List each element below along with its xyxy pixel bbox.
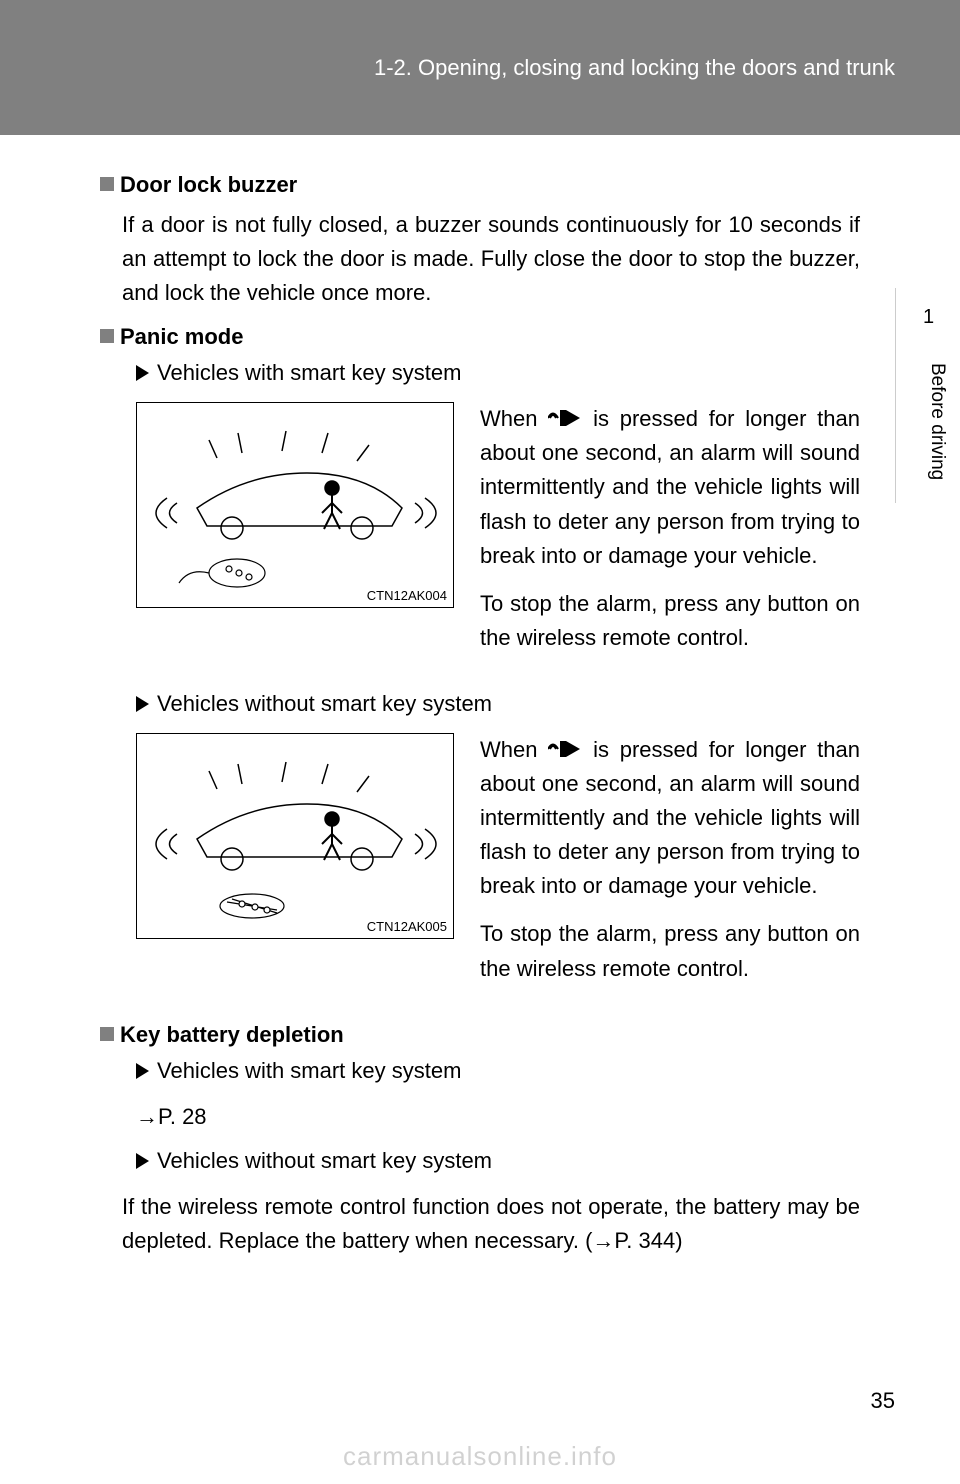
panic-block-without: CTN12AK005 When is pressed for longer th… [136,733,860,1000]
section-heading-panic: Panic mode [100,324,860,350]
triangle-bullet-icon [136,1153,149,1169]
header-title: 1-2. Opening, closing and locking the do… [374,55,895,81]
panic-stop-1: To stop the alarm, press any button on t… [480,587,860,655]
desc-pre: When [480,737,548,762]
illustration-code-2: CTN12AK005 [367,919,447,934]
illustration-code-1: CTN12AK004 [367,588,447,603]
panic-desc-1: When is pressed for longer than about on… [480,402,860,572]
triangle-bullet-icon [136,365,149,381]
battery-with-ref: →P. 28 [136,1100,860,1134]
side-tab-number: 1 [923,306,934,329]
heading-text: Key battery depletion [120,1022,344,1047]
car-alarm-illustration-icon [147,744,445,930]
illustration-box-1: CTN12AK004 [136,402,454,608]
illustration-box-2: CTN12AK005 [136,733,454,939]
panic-with-label: Vehicles with smart key system [136,360,860,386]
panic-desc-2: When is pressed for longer than about on… [480,733,860,903]
triangle-bullet-icon [136,696,149,712]
doorlock-body: If a door is not fully closed, a buzzer … [122,208,860,310]
panic-without-label: Vehicles without smart key system [136,691,860,717]
sub-label: Vehicles with smart key system [157,360,461,385]
battery-without-label: Vehicles without smart key system [136,1148,860,1174]
sub-label: Vehicles without smart key system [157,691,492,716]
side-tab-label: Before driving [926,363,948,480]
sub-label: Vehicles with smart key system [157,1058,461,1083]
watermark: carmanualsonline.info [0,1441,960,1472]
page-number: 35 [871,1388,895,1414]
triangle-bullet-icon [136,1063,149,1079]
side-tab: 1 Before driving [895,288,960,503]
panic-button-icon [548,739,582,759]
battery-without-body: If the wireless remote control function … [122,1190,860,1258]
bullet-square-icon [100,1027,114,1041]
bullet-square-icon [100,329,114,343]
desc-pre: When [480,406,548,431]
bullet-square-icon [100,177,114,191]
sub-label: Vehicles without smart key system [157,1148,492,1173]
panic-block-with: CTN12AK004 When is pressed for longer th… [136,402,860,669]
page-content: Door lock buzzer If a door is not fully … [100,172,860,1272]
battery-with-label: Vehicles with smart key system [136,1058,860,1084]
car-alarm-illustration-icon [147,413,445,599]
panic-text-with: When is pressed for longer than about on… [480,402,860,669]
header-bar: 1-2. Opening, closing and locking the do… [0,0,960,135]
panic-text-without: When is pressed for longer than about on… [480,733,860,1000]
heading-text: Panic mode [120,324,243,349]
panic-button-icon [548,408,582,428]
section-heading-battery: Key battery depletion [100,1022,860,1048]
section-heading-doorlock: Door lock buzzer [100,172,860,198]
panic-stop-2: To stop the alarm, press any button on t… [480,917,860,985]
heading-text: Door lock buzzer [120,172,297,197]
